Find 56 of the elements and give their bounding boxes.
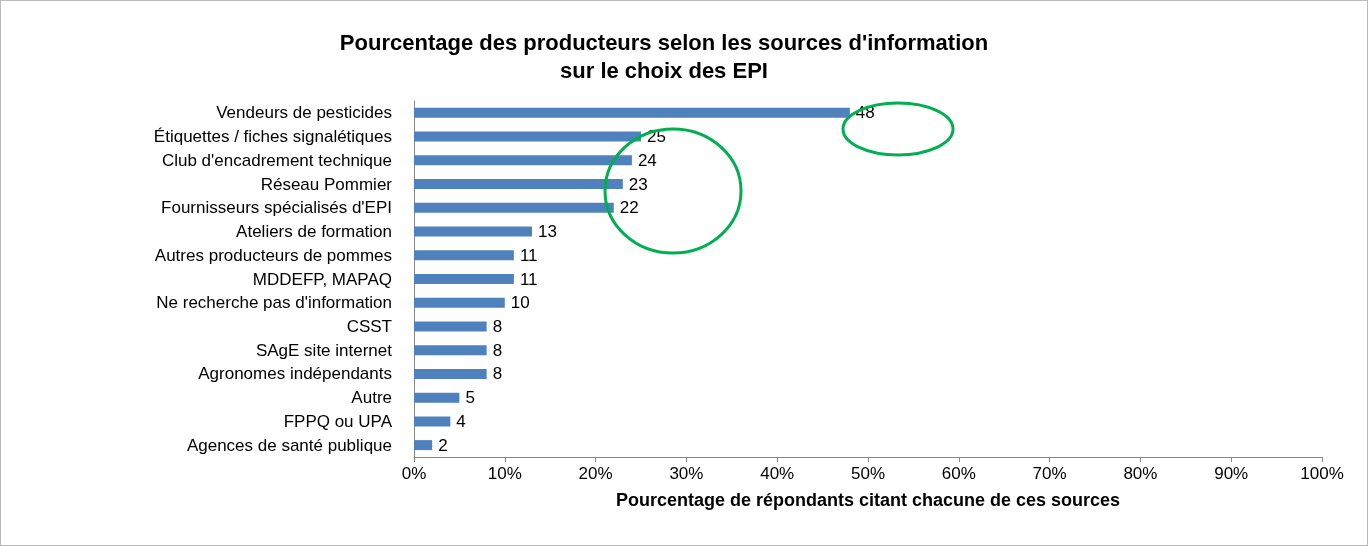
chart-title: Pourcentage des producteurs selon les sources d'information sur le choix des EPI — [339, 29, 989, 83]
data-label: 11 — [519, 269, 538, 289]
y-tick-label: SAgE site internet — [255, 340, 393, 360]
x-tick-label: 80% — [1123, 464, 1158, 483]
data-label: 23 — [628, 174, 648, 194]
x-tick-label: 50% — [850, 464, 886, 483]
y-tick-label: Réseau Pommier — [260, 174, 393, 194]
data-label: 5 — [465, 388, 475, 408]
x-tick-label: 30% — [669, 464, 704, 483]
x-tick-label: 10% — [487, 464, 522, 483]
y-tick-label: Vendeurs de pesticides — [216, 103, 392, 123]
x-tick-label: 20% — [578, 464, 613, 483]
data-label: 11 — [519, 245, 538, 265]
data-label: 24 — [637, 150, 657, 170]
bar — [414, 440, 433, 451]
data-label: 4 — [456, 411, 466, 431]
x-tick-label: 90% — [1214, 464, 1249, 483]
y-tick-label: Autres producteurs de pommes — [154, 245, 392, 265]
data-label: 2 — [438, 435, 448, 455]
y-tick-label: Agences de santé publique — [186, 435, 392, 455]
y-tick-label: FPPQ ou UPA — [283, 411, 393, 431]
bar — [414, 274, 514, 284]
x-tick-label: 0% — [401, 464, 427, 483]
bar — [414, 321, 487, 332]
x-tick-label: 70% — [1032, 464, 1067, 483]
x-axis-title: Pourcentage de répondants citant chacune de ces sources — [615, 490, 1121, 510]
x-tick-label: 40% — [760, 464, 795, 483]
bar — [414, 345, 487, 356]
bar — [414, 179, 623, 190]
bar — [414, 250, 514, 261]
bar — [414, 392, 460, 403]
y-tick-label: Ateliers de formation — [236, 222, 392, 242]
y-tick-label: Étiquettes / fiches signalétiques — [153, 127, 392, 147]
bar — [414, 297, 505, 308]
y-tick-label: Autre — [351, 388, 392, 408]
bar — [414, 202, 614, 213]
data-label: 8 — [492, 316, 503, 336]
data-label: 8 — [492, 364, 503, 384]
y-tick-label: Club d'encadrement technique — [161, 150, 392, 170]
y-tick-label: Ne recherche pas d'information — [156, 293, 392, 313]
y-tick-label: MDDEFP, MAPAQ — [252, 269, 392, 289]
y-tick-label: Fournisseurs spécialisés d'EPI — [161, 198, 392, 218]
data-label: 13 — [538, 222, 557, 242]
x-tick-label: 60% — [941, 464, 976, 483]
bar — [414, 131, 641, 142]
bar — [414, 107, 850, 118]
bar — [414, 226, 533, 237]
x-tick-label: 100% — [1300, 464, 1344, 483]
data-label: 22 — [619, 198, 639, 218]
y-tick-label: Agronomes indépendants — [198, 364, 392, 384]
bar — [414, 155, 632, 166]
bar — [414, 368, 487, 379]
data-label: 8 — [492, 340, 503, 360]
data-label: 10 — [510, 293, 530, 313]
bar — [414, 416, 451, 427]
y-tick-label: CSST — [346, 316, 392, 336]
